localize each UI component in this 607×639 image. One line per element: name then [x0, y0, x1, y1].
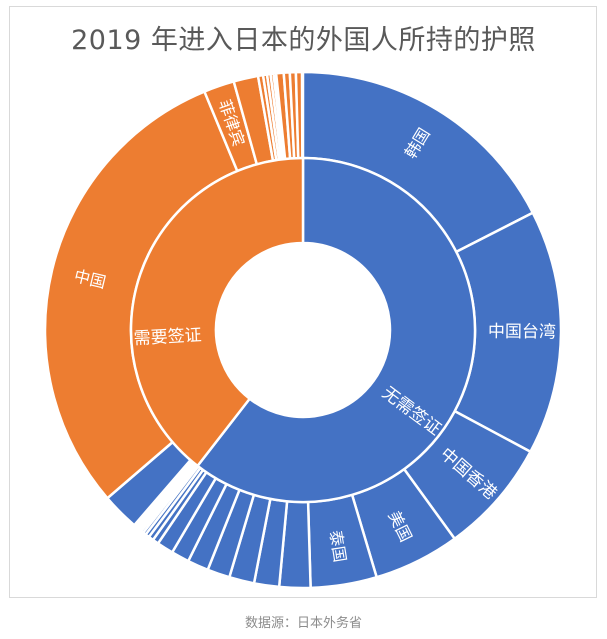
inner-segment-1: [129, 156, 305, 468]
outer-label-1: 中国台湾: [488, 322, 556, 343]
source-note: 数据源：日本外务省: [244, 616, 362, 631]
outer-label-4: 泰国: [326, 529, 350, 564]
chart-title: 2019 年进入日本的外国人所持的护照: [71, 25, 536, 56]
outer-ring: [43, 70, 563, 590]
inner-segment-0: [196, 156, 477, 504]
inner-ring: [129, 156, 477, 504]
inner-label-1: 需要签证: [133, 325, 202, 349]
outer-segment-other-34: [294, 70, 304, 160]
